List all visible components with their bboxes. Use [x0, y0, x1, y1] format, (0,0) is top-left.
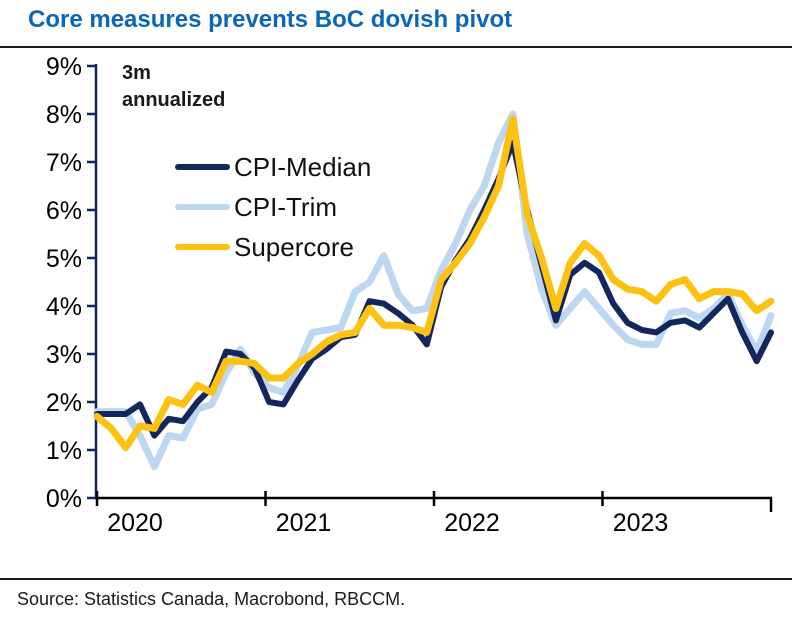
legend-label-supercore: Supercore	[234, 231, 354, 262]
legend-item-supercore: Supercore	[175, 227, 371, 267]
y-tick-label: 6%	[46, 197, 82, 225]
y-tick-label: 5%	[46, 245, 82, 273]
x-tick-label: 2022	[444, 509, 500, 537]
series-line-cpi-trim	[93, 110, 775, 471]
legend-swatch-cpi-median	[175, 164, 230, 170]
y-tick-label: 8%	[46, 101, 82, 129]
legend-item-cpi-trim: CPI-Trim	[175, 187, 371, 227]
chart-legend: CPI-Median CPI-Trim Supercore	[175, 147, 371, 267]
legend-label-cpi-median: CPI-Median	[234, 151, 372, 182]
legend-item-cpi-median: CPI-Median	[175, 147, 371, 187]
y-tick-label: 9%	[46, 53, 82, 81]
y-tick-label: 1%	[46, 437, 82, 465]
y-tick-label: 2%	[46, 389, 82, 417]
x-tick-label: 2021	[276, 509, 332, 537]
source-note: Source: Statistics Canada, Macrobond, RB…	[17, 589, 406, 609]
footer-rule	[0, 578, 792, 580]
title-rule	[0, 46, 792, 48]
chart-annotation: 3m annualized	[122, 62, 226, 111]
x-tick-label: 2023	[613, 509, 669, 537]
chart-title: Core measures prevents BoC dovish pivot	[28, 6, 513, 33]
legend-swatch-supercore	[175, 244, 230, 250]
y-tick-label: 4%	[46, 293, 82, 321]
y-tick-label: 0%	[46, 485, 82, 513]
legend-label-cpi-trim: CPI-Trim	[234, 191, 338, 222]
x-tick-label: 2020	[107, 509, 163, 537]
y-tick-label: 3%	[46, 341, 82, 369]
series-line-supercore	[93, 115, 775, 452]
y-tick-label: 7%	[46, 149, 82, 177]
legend-swatch-cpi-trim	[175, 204, 230, 210]
